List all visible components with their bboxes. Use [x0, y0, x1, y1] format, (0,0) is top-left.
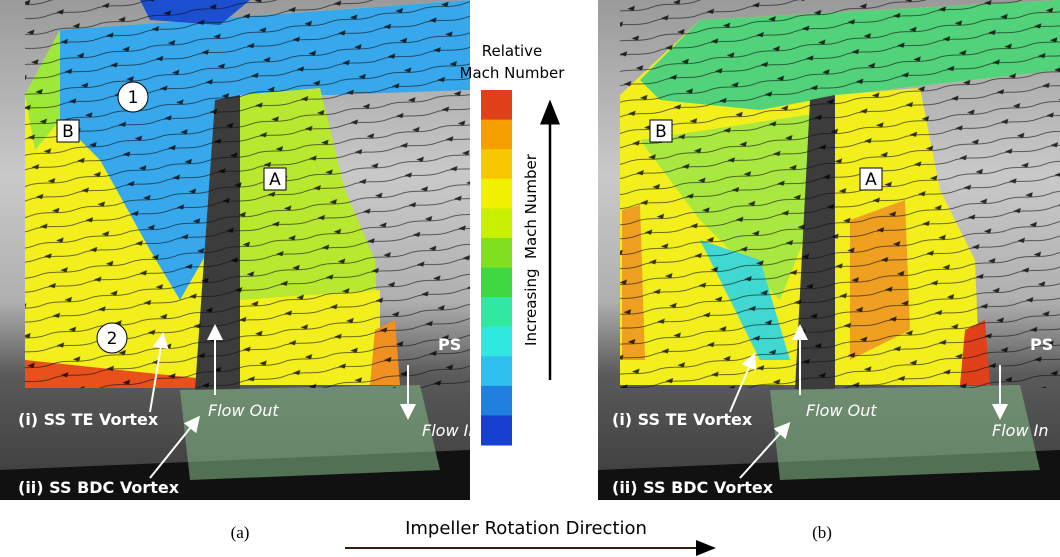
colorbar-segment	[481, 386, 512, 416]
vortex-bdc: (ii) SS BDC Vortex	[612, 478, 774, 497]
colorbar-title: Mach Number	[460, 64, 566, 82]
ps-label: PS	[1030, 335, 1053, 354]
flow-out: Flow Out	[208, 401, 279, 420]
caption: (a)	[231, 523, 250, 542]
marker: 2	[107, 329, 118, 349]
rect	[620, 0, 1060, 388]
colorbar-segment	[481, 90, 512, 120]
colorbar-segment	[481, 356, 512, 386]
colorbar-segment	[481, 238, 512, 268]
colorbar-segment	[481, 208, 512, 238]
marker: B	[62, 122, 74, 142]
direction-label: Impeller Rotation Direction	[405, 518, 647, 539]
rect	[25, 0, 470, 388]
marker: B	[655, 122, 667, 142]
colorbar-segment	[481, 179, 512, 209]
figure: 1 B A 2 PS Flow Out Flow In (i) SS TE Vo…	[0, 0, 1060, 557]
ps-label: PS	[438, 335, 461, 354]
colorbar-segment	[481, 327, 512, 357]
colorbar-segment	[481, 297, 512, 327]
colorbar-segment	[481, 268, 512, 298]
vortex-te: (i) SS TE Vortex	[612, 410, 753, 429]
flow-in: Flow In	[992, 421, 1048, 440]
colorbar-title: Relative	[482, 42, 543, 60]
marker: A	[865, 170, 877, 190]
panel-a: 1 B A 2 PS Flow Out Flow In (i) SS TE Vo…	[0, 0, 478, 500]
colorbar-axis-label: Increasing Mach Number	[522, 153, 540, 346]
colorbar-segment	[481, 415, 512, 445]
vortex-bdc: (ii) SS BDC Vortex	[18, 478, 180, 497]
colorbar-segment	[481, 120, 512, 150]
panel-b: B A PS Flow Out Flow In (i) SS TE Vortex…	[598, 0, 1060, 500]
vortex-te: (i) SS TE Vortex	[18, 410, 159, 429]
polygon	[180, 385, 440, 480]
caption: (b)	[812, 523, 832, 542]
marker: 1	[128, 88, 139, 108]
g	[481, 90, 512, 446]
colorbar-segment	[481, 149, 512, 179]
colorbar: Relative Mach Number Increasing Mach Num…	[460, 42, 566, 446]
flow-in: Flow In	[422, 421, 478, 440]
marker: A	[269, 170, 281, 190]
flow-out: Flow Out	[806, 401, 877, 420]
